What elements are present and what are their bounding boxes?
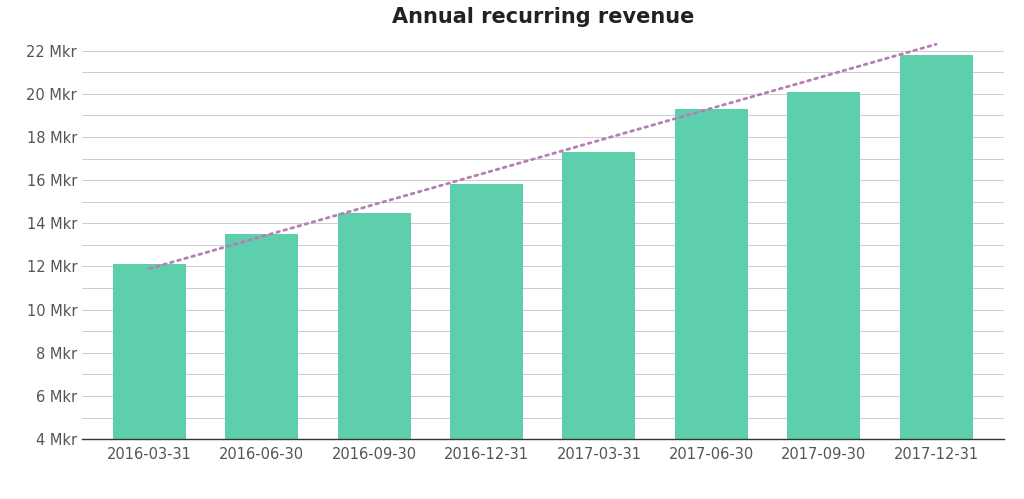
Bar (225, 234, 298, 439)
Bar (450, 185, 523, 439)
Bar (562, 152, 636, 439)
Bar (787, 92, 860, 439)
Bar (675, 109, 748, 439)
Title: Annual recurring revenue: Annual recurring revenue (391, 7, 694, 27)
Bar (338, 213, 411, 439)
Bar (899, 55, 973, 439)
Bar (113, 264, 186, 439)
